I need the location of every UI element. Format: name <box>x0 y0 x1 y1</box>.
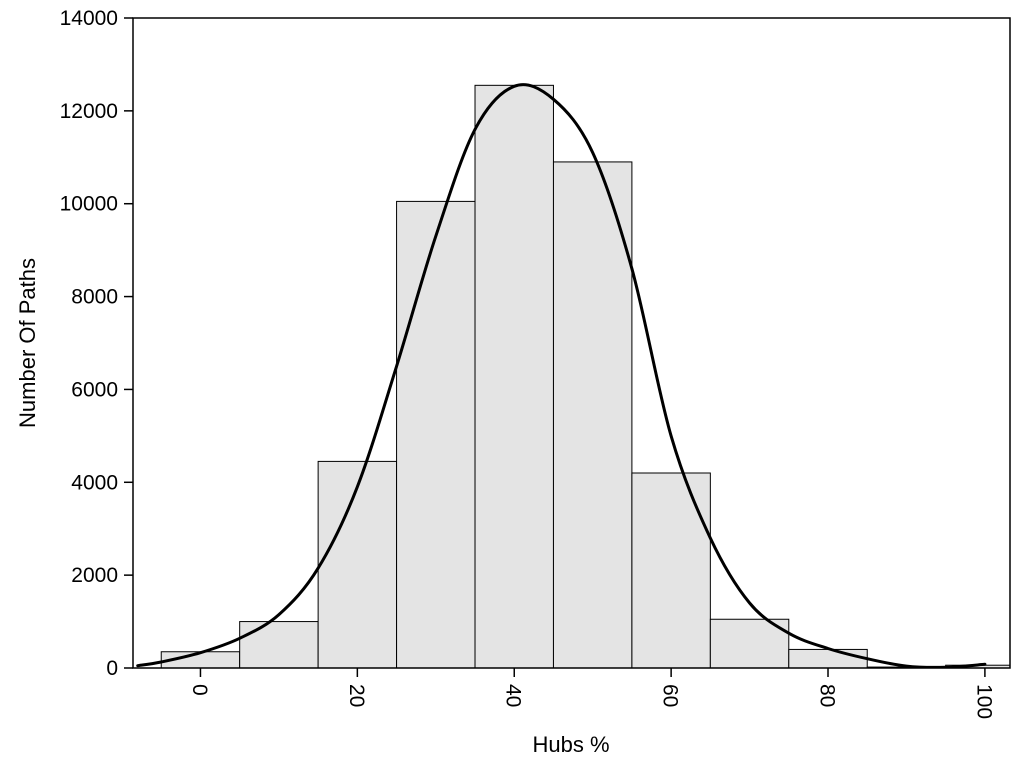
histogram-bar <box>631 472 711 668</box>
histogram-bar <box>552 161 633 668</box>
histogram-bar <box>788 648 868 668</box>
x-tick-label: 40 <box>502 684 525 707</box>
x-tick-label: 100 <box>972 684 995 719</box>
histogram-bar <box>317 460 398 668</box>
density-curve <box>136 83 987 668</box>
y-tick-label: 14000 <box>60 7 118 30</box>
y-tick-label: 0 <box>106 657 118 680</box>
y-tick-label: 12000 <box>60 100 118 123</box>
histogram-bar <box>239 621 319 668</box>
y-tick-label: 8000 <box>71 286 118 309</box>
histogram-bar <box>709 618 790 668</box>
y-tick-label: 10000 <box>60 193 118 216</box>
x-axis-title: Hubs % <box>532 732 610 757</box>
histogram-bar <box>474 84 554 668</box>
x-tick-label: 60 <box>659 684 682 707</box>
y-tick-label: 6000 <box>71 378 118 401</box>
x-tick-label: 20 <box>345 684 368 707</box>
histogram-bar <box>396 200 476 668</box>
y-tick-label: 4000 <box>71 471 118 494</box>
plot-border <box>132 17 1011 669</box>
y-tick-label: 2000 <box>71 564 118 587</box>
y-axis-title: Number Of Paths <box>15 258 40 428</box>
x-tick-label: 0 <box>188 684 211 696</box>
x-tick-label: 80 <box>816 684 839 707</box>
